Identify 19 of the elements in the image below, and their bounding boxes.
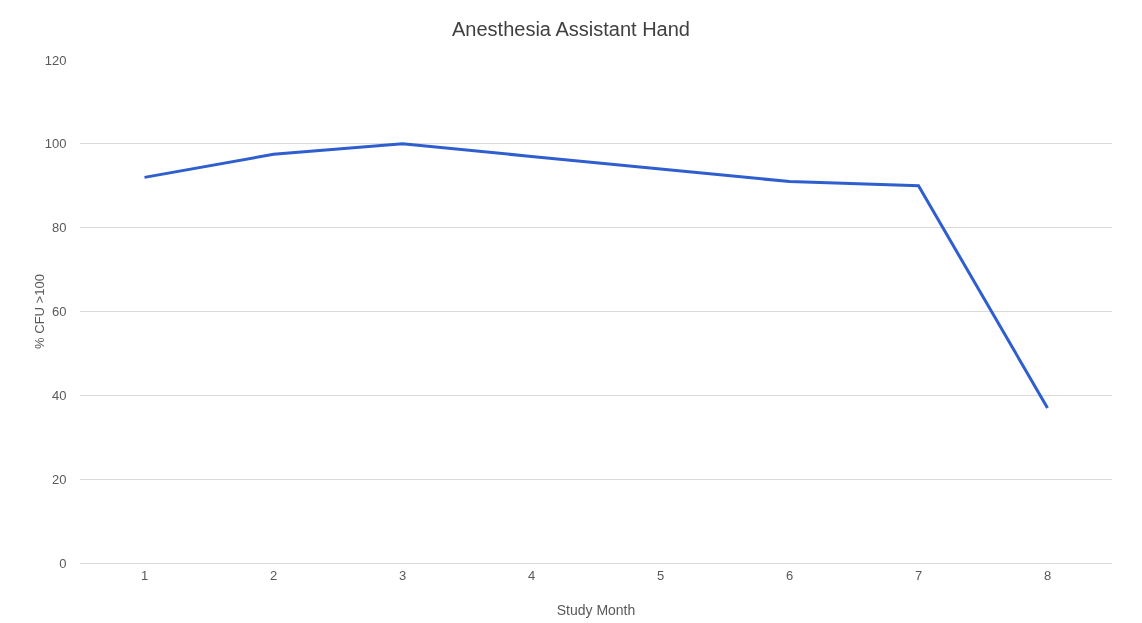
y-tick-label: 20 [51,471,67,487]
x-tick-label: 3 [398,567,407,583]
y-tick-label: 100 [44,136,67,152]
x-tick-label: 4 [527,567,536,583]
y-tick-label: 80 [51,220,67,236]
x-tick-label: 5 [656,567,665,583]
y-tick-label: 0 [59,555,67,571]
x-tick-label: 1 [140,567,149,583]
x-axis-title: Study Month [556,602,636,618]
x-tick-label: 2 [269,567,278,583]
y-tick-label: 60 [51,304,67,320]
x-tick-label: 8 [1043,567,1052,583]
chart-title: Anesthesia Assistant Hand [452,17,690,40]
line-series [143,142,1049,410]
y-tick-label: 40 [51,387,67,403]
x-tick-label: 7 [914,567,923,583]
y-tick-label: 120 [44,52,67,68]
x-tick-label: 6 [785,567,794,583]
y-axis-title: % CFU >100 [32,274,47,349]
